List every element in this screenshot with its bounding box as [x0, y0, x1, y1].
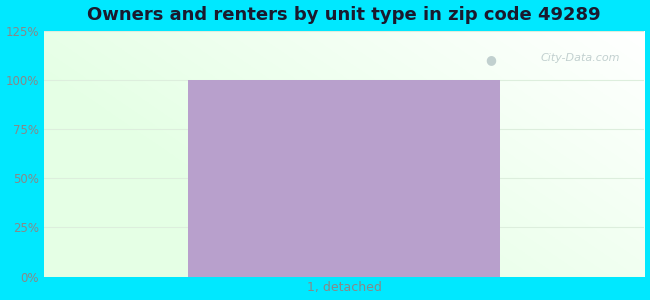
Text: ●: ● — [486, 53, 496, 66]
Title: Owners and renters by unit type in zip code 49289: Owners and renters by unit type in zip c… — [87, 6, 601, 24]
Text: City-Data.com: City-Data.com — [541, 53, 620, 63]
Bar — [188, 80, 500, 277]
